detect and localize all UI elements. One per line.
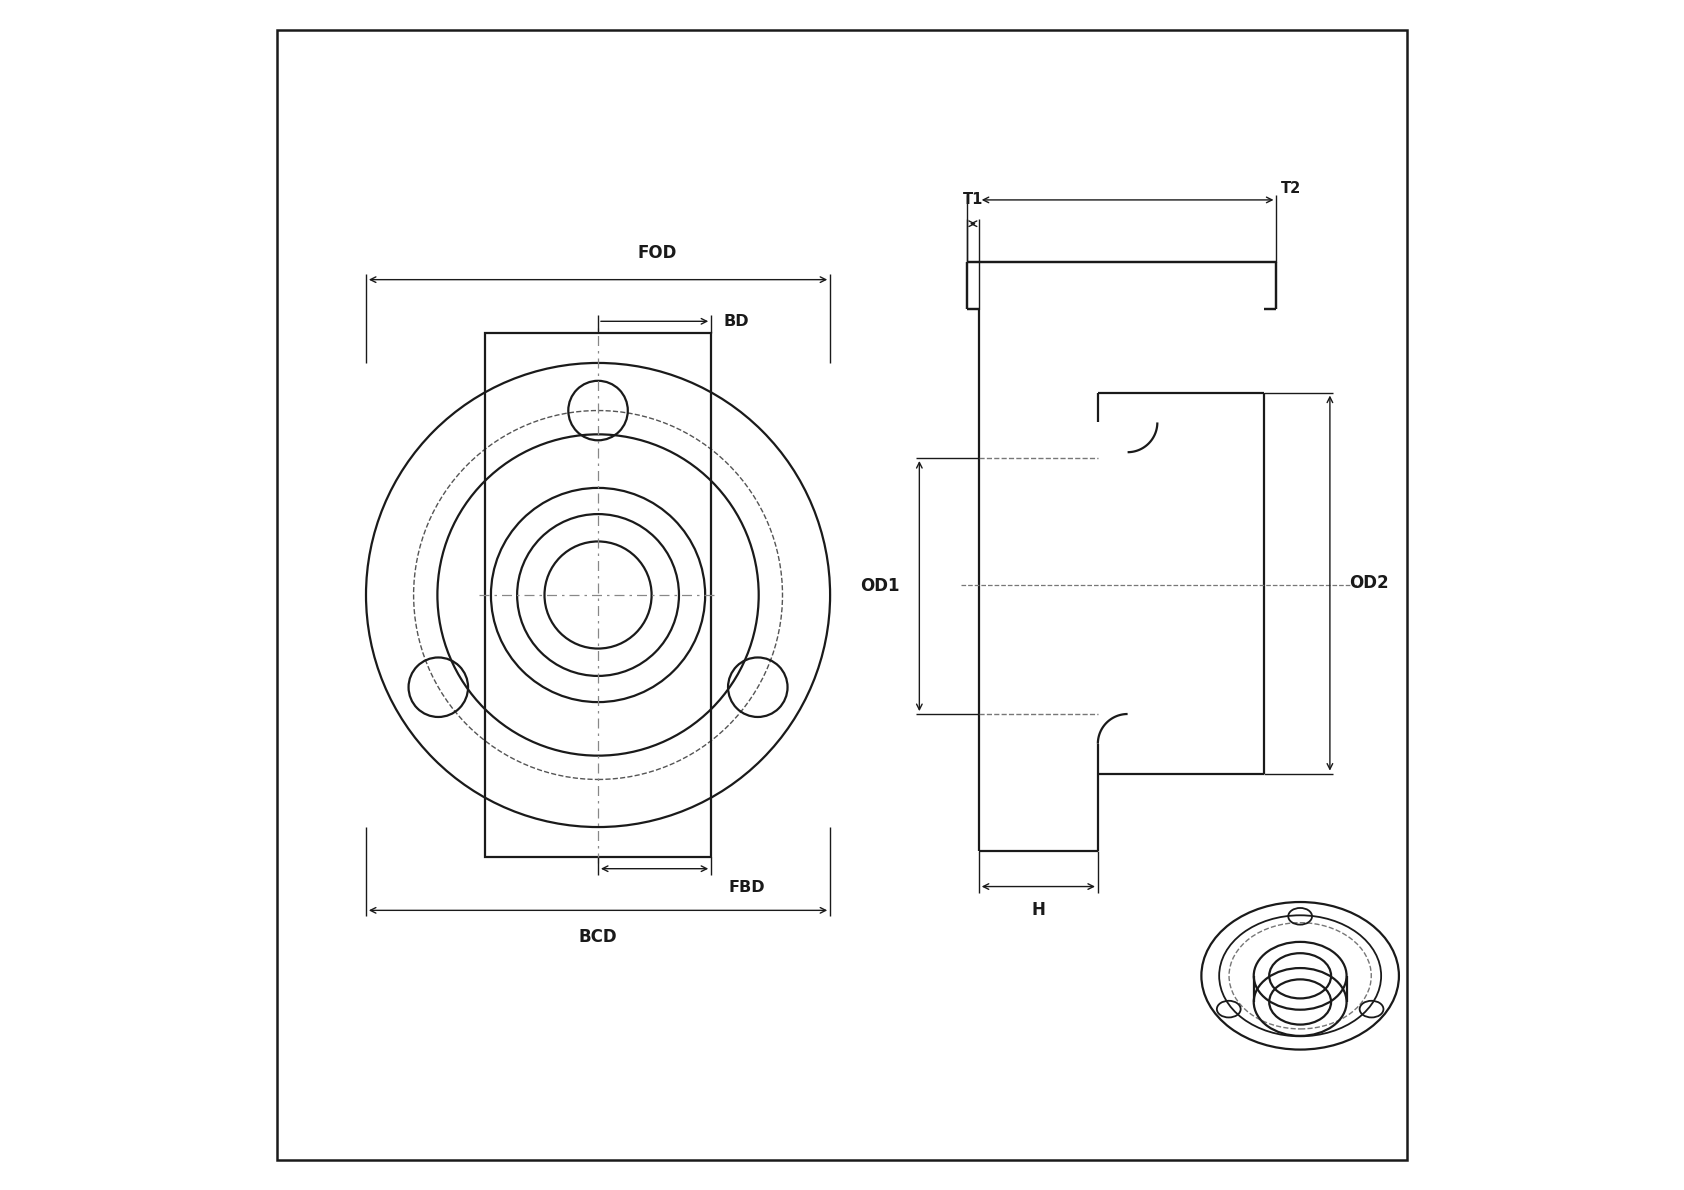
- Text: FOD: FOD: [638, 244, 677, 263]
- Text: H: H: [1031, 901, 1046, 920]
- Text: FBD: FBD: [729, 881, 765, 895]
- Text: OD1: OD1: [861, 577, 899, 595]
- Text: OD2: OD2: [1349, 574, 1389, 593]
- Text: BD: BD: [722, 314, 749, 328]
- Text: BCD: BCD: [579, 927, 618, 946]
- Bar: [485, 333, 711, 857]
- Text: T1: T1: [963, 193, 983, 207]
- Text: T2: T2: [1280, 181, 1300, 195]
